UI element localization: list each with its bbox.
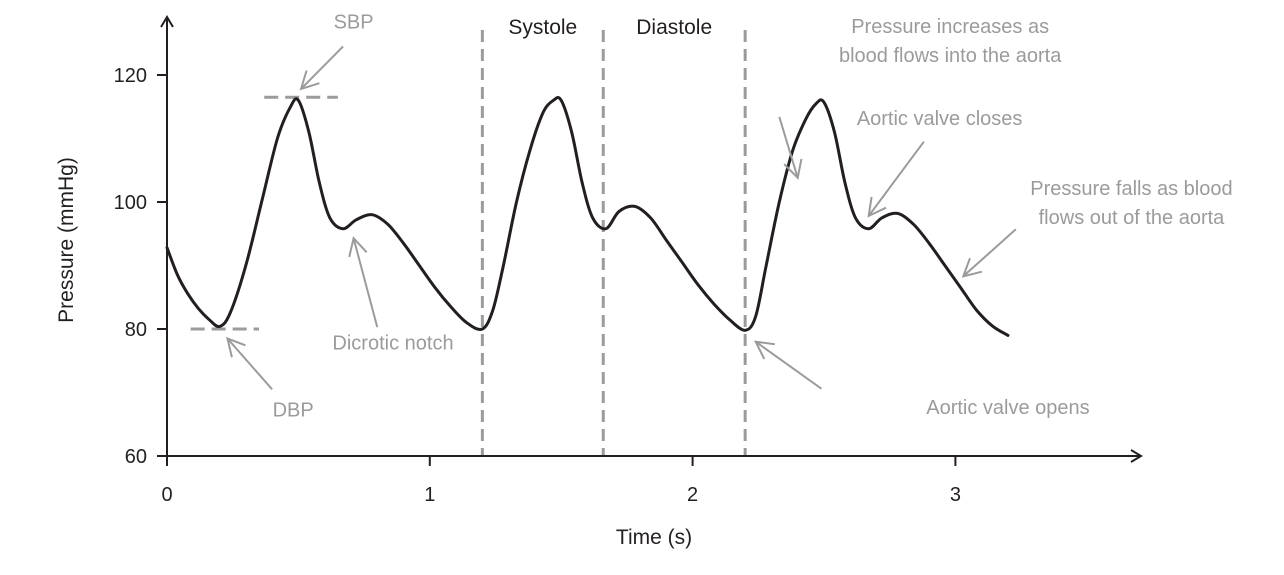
phase-label: Systole <box>508 16 577 39</box>
x-axis-title: Time (s) <box>616 526 692 549</box>
x-tick-label: 3 <box>950 484 961 506</box>
x-tick-label: 2 <box>687 484 698 506</box>
pressure-curve <box>165 96 1010 337</box>
phase-lines <box>480 30 747 456</box>
ticks: 0 1 2 3 60 80 100 120 <box>114 65 961 506</box>
annotation-arrow <box>348 236 379 328</box>
reference-lines <box>190 95 338 331</box>
y-tick-label: 80 <box>125 319 147 341</box>
annotation-label: Aortic valve closes <box>857 108 1023 130</box>
y-tick-label: 120 <box>114 65 147 87</box>
y-tick-label: 60 <box>125 446 147 468</box>
annotation-label: Pressure increases as <box>851 16 1049 38</box>
annotation-label: blood flows into the aorta <box>839 45 1062 67</box>
annotation-arrow <box>778 116 803 180</box>
phase-labels: Systole Diastole <box>508 16 712 39</box>
annotation-arrow <box>226 336 273 390</box>
annotation-label: flows out of the aorta <box>1039 207 1226 229</box>
annotation-label: Pressure falls as blood <box>1030 178 1232 200</box>
annotation-label: Aortic valve opens <box>926 397 1089 419</box>
x-tick-label: 1 <box>424 484 435 506</box>
y-axis-title: Pressure (mmHg) <box>55 157 78 323</box>
annotation-arrow <box>961 228 1017 278</box>
annotation-arrow <box>299 45 344 91</box>
phase-label: Diastole <box>636 16 712 39</box>
annotation-arrow <box>753 340 822 390</box>
annotation-arrow <box>867 141 925 218</box>
annotation-label: DBP <box>273 400 314 422</box>
y-tick-label: 100 <box>114 192 147 214</box>
annotations: SBP DBP Dicrotic notch Pressure increases a… <box>226 12 1233 422</box>
annotation-label: Dicrotic notch <box>332 332 453 354</box>
x-tick-label: 0 <box>161 484 172 506</box>
axes <box>160 15 1143 463</box>
annotation-label: SBP <box>334 12 374 34</box>
